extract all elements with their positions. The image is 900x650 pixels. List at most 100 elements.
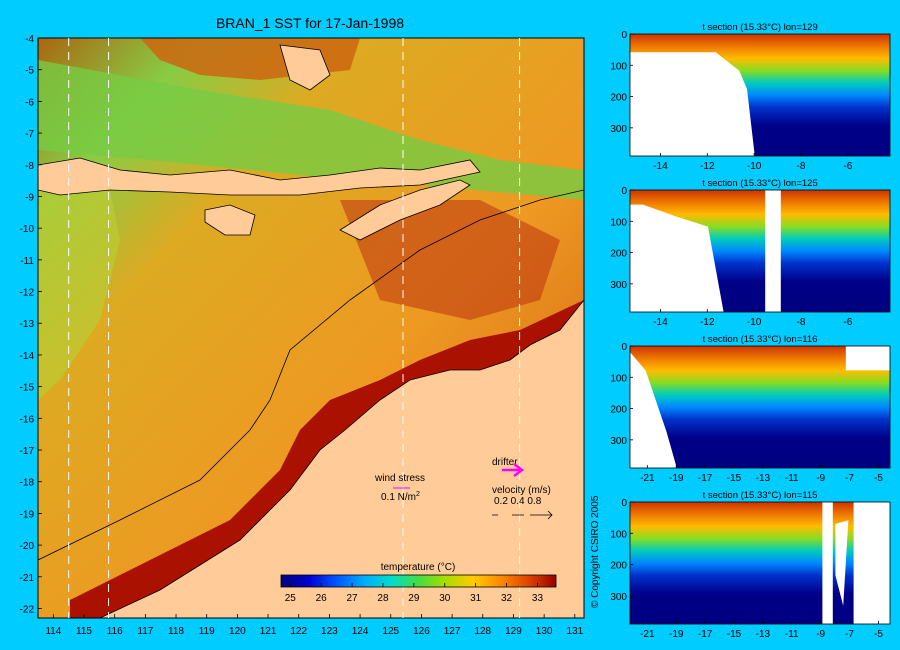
section-x-tick-label: -19: [669, 473, 684, 484]
section-x-tick-label: -12: [700, 317, 715, 328]
section-x-tick-label: -8: [797, 317, 806, 328]
section-x-tick-label: -9: [816, 629, 825, 640]
colorbar: [280, 574, 557, 588]
map-lon-tick-label: 120: [229, 626, 246, 637]
map-lon-tick-label: 123: [321, 626, 338, 637]
map-lon-tick-label: 116: [107, 626, 123, 637]
section-field: [630, 502, 890, 624]
section-panel: t section (15.33°C) lon=115 -21 -19 -17 -15 -…: [610, 490, 891, 640]
section-y-tick-label: 300: [610, 592, 627, 603]
section-frame: [629, 345, 891, 469]
land-sumba: [204, 204, 256, 236]
colorbar-title: temperature (°C): [381, 562, 456, 573]
map-lat-ticks: -4 -5 -6 -7 -8 -9 -10 -11 -12 -13 -14 -15 -16 -17 -18 -…: [20, 34, 42, 615]
section-x-tick-label: -11: [785, 473, 799, 484]
colorbar-tick-label: 27: [347, 593, 359, 604]
colorbar-tick-label: 32: [501, 593, 513, 604]
section-x-tick-label: -5: [874, 629, 883, 640]
copyright-text: © Copyright CSIRO 2005: [590, 495, 601, 608]
section-x-tick-label: -6: [843, 317, 852, 328]
map-lon-tick-label: 130: [536, 626, 553, 637]
section-x-tick-label: -14: [653, 161, 668, 172]
section-y-tick-label: 300: [610, 124, 627, 135]
map-lat-tick-label: -21: [20, 573, 35, 584]
map-lon-tick-label: 129: [505, 626, 522, 637]
section-land-mask: [630, 52, 755, 156]
section-land-mask: [822, 502, 833, 624]
map-lat-tick-label: -5: [25, 66, 34, 77]
colorbar-tick-label: 26: [316, 593, 328, 604]
map-lat-tick-label: -12: [20, 288, 35, 299]
map-lon-tick-label: 117: [137, 626, 153, 637]
colorbar-tick-label: 30: [439, 593, 451, 604]
map-lat-tick-label: -22: [20, 604, 35, 615]
drifter-label: drifter: [492, 457, 518, 468]
section-lines: [68, 38, 521, 618]
velocity-label: velocity (m/s): [492, 485, 551, 496]
section-x-tick-label: -15: [727, 629, 742, 640]
section-land-mask: [630, 352, 677, 468]
map-lon-ticks: 114 115 116 117 118 119 120 121 122 123 124 125 126 1…: [45, 614, 584, 637]
section-x-tick-label: -5: [874, 473, 883, 484]
map-lon-tick-label: 126: [413, 626, 430, 637]
section-y-tick-label: 200: [610, 249, 627, 260]
section-title: t section (15.33°C) lon=129: [702, 22, 818, 33]
section-x-tick-label: -13: [756, 473, 771, 484]
section-x-tick-label: -15: [727, 473, 742, 484]
section-y-tick-label: 300: [610, 280, 627, 291]
section-frame: [629, 189, 891, 313]
land-sulawesi: [279, 44, 331, 91]
warm-eddy-zone: [340, 200, 560, 320]
map-lon-tick-label: 125: [382, 626, 399, 637]
section-x-tick-label: -14: [653, 317, 668, 328]
map-lon-tick-label: 114: [45, 626, 61, 637]
map-lon-tick-label: 115: [76, 626, 92, 637]
map-lat-tick-label: -8: [25, 161, 34, 172]
section-frame: [629, 33, 891, 157]
section-x-tick-label: -12: [700, 161, 715, 172]
section-land-mask: [765, 190, 781, 312]
map-lon-tick-label: 127: [444, 626, 461, 637]
map-lon-tick-label: 119: [199, 626, 215, 637]
land-timor: [339, 179, 471, 241]
section-land-mask: [853, 502, 890, 624]
section-x-tick-label: -21: [640, 473, 655, 484]
map-lon-tick-label: 131: [566, 626, 583, 637]
section-panels: t section (15.33°C) lon=129 -14 -12 -10 -8 -6…: [610, 22, 891, 640]
section-x-tick-label: -8: [797, 161, 806, 172]
map-lat-tick-label: -13: [20, 319, 35, 330]
land-lesser-sunda: [38, 157, 481, 196]
section-x-tick-label: -7: [845, 629, 854, 640]
section-y-tick-label: 300: [610, 436, 627, 447]
section-x-tick-label: -9: [816, 473, 825, 484]
section-y-tick-label: 200: [610, 405, 627, 416]
section-panel: t section (15.33°C) lon=125 -14 -12 -10 -8 -6…: [610, 178, 891, 328]
section-y-tick-label: 200: [610, 93, 627, 104]
section-y-tick-label: 0: [621, 30, 627, 41]
section-x-tick-label: -17: [698, 473, 713, 484]
section-y-tick-label: 100: [610, 217, 627, 228]
section-land-mask: [630, 204, 724, 312]
colorbar-tick-label: 28: [377, 593, 389, 604]
map-lat-tick-label: -4: [25, 34, 34, 45]
map-lat-tick-label: -6: [25, 97, 34, 108]
map-lon-tick-label: 122: [290, 626, 307, 637]
velocity-arrows-icon: [492, 510, 553, 520]
section-x-tick-label: -21: [640, 629, 655, 640]
colorbar-tick-label: 25: [285, 593, 297, 604]
section-x-tick-label: -13: [756, 629, 771, 640]
section-x-tick-label: -11: [785, 629, 799, 640]
section-x-tick-label: -10: [747, 317, 762, 328]
colorbar-ticks: 25 26 27 28 29 30 31 32 33: [285, 583, 543, 604]
map-lat-tick-label: -10: [20, 224, 35, 235]
map-lon-tick-label: 118: [168, 626, 184, 637]
section-panel: t section (15.33°C) lon=116 -21 -19 -17 -15 -…: [610, 334, 891, 484]
map-lat-tick-label: -11: [20, 256, 34, 267]
bathymetry-contour: [38, 189, 584, 561]
wind-stress-label: wind stress: [374, 473, 425, 484]
section-title: t section (15.33°C) lon=116: [703, 334, 818, 345]
section-title: t section (15.33°C) lon=115: [703, 490, 818, 501]
section-title: t section (15.33°C) lon=125: [702, 178, 818, 189]
map-lat-tick-label: -17: [20, 446, 35, 457]
